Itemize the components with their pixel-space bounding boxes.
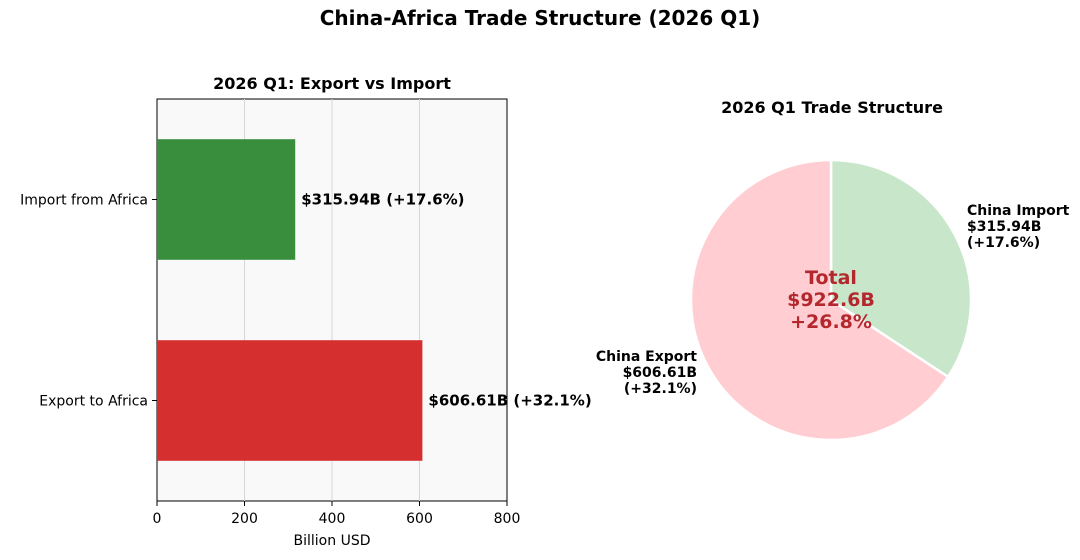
x-tick-label: 600 bbox=[406, 511, 433, 527]
bar-value-label: $606.61B (+32.1%) bbox=[428, 392, 591, 410]
pie-slice-label-line: $606.61B bbox=[623, 365, 697, 381]
page-title: China-Africa Trade Structure (2026 Q1) bbox=[319, 6, 761, 30]
pie-slice bbox=[689, 158, 950, 442]
pie-chart-title: 2026 Q1 Trade Structure bbox=[721, 98, 943, 117]
x-tick-label: 800 bbox=[494, 511, 521, 527]
pie-center-label-line: Total bbox=[805, 267, 857, 289]
pie-slice-label-line: China Import bbox=[967, 203, 1070, 219]
pie-slice-label-line: China Export bbox=[596, 349, 697, 365]
bar-value-label: $315.94B (+17.6%) bbox=[301, 191, 464, 209]
pie-center-label-line: $922.6B bbox=[787, 289, 875, 311]
bar-chart-title: 2026 Q1: Export vs Import bbox=[213, 74, 451, 93]
pie-slice-label-line: $315.94B bbox=[967, 219, 1041, 235]
x-tick-label: 200 bbox=[231, 511, 258, 527]
pie-center-label-line: +26.8% bbox=[790, 311, 872, 333]
x-tick-label: 0 bbox=[153, 511, 162, 527]
y-tick-label: Import from Africa bbox=[20, 193, 148, 209]
pie-slice-label-line: (+32.1%) bbox=[624, 381, 697, 397]
bar bbox=[157, 139, 296, 260]
pie-center-label: Total $922.6B +26.8% bbox=[787, 267, 875, 333]
x-axis-label: Billion USD bbox=[294, 533, 371, 549]
pie-slice-label-line: (+17.6%) bbox=[967, 235, 1040, 251]
bar bbox=[157, 340, 423, 461]
y-tick-label: Export to Africa bbox=[39, 394, 148, 410]
x-tick-label: 400 bbox=[319, 511, 346, 527]
pie-slice-label: China Import $315.94B (+17.6%) bbox=[967, 203, 1070, 251]
pie-slice-label: China Export $606.61B (+32.1%) bbox=[596, 349, 697, 397]
